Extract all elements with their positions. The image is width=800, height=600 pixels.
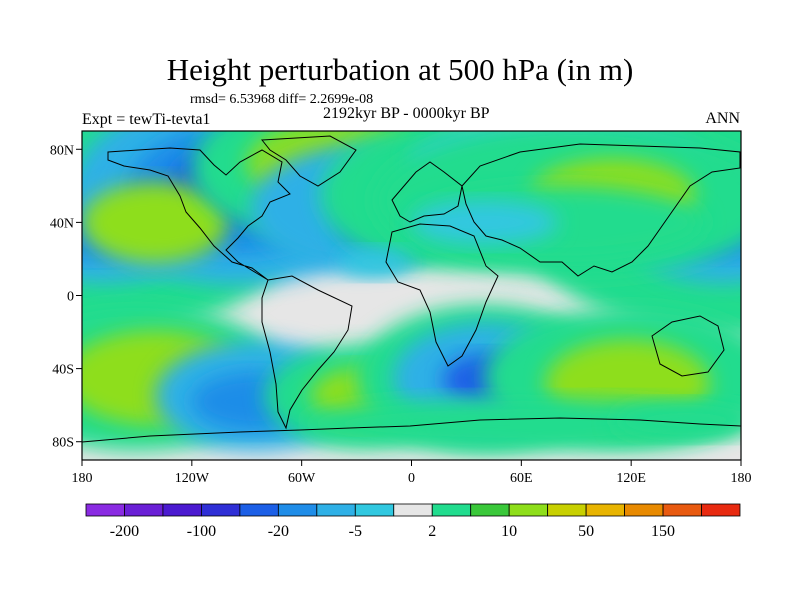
colorbar-swatch: [124, 503, 164, 517]
y-tick-label: 80N: [50, 143, 74, 158]
colorbar-swatch: [277, 503, 318, 517]
colorbar-swatch: [162, 503, 202, 517]
x-tick-label: 120E: [616, 471, 646, 486]
colorbar-label: -100: [187, 523, 216, 540]
y-tick-label: 40N: [50, 216, 74, 231]
coastlines: [82, 135, 741, 443]
x-tick-label: 180: [731, 471, 752, 486]
colorbar-label: 150: [651, 523, 675, 540]
colorbar-label: -200: [110, 523, 139, 540]
coastline-north-america: [107, 147, 291, 281]
colorbar-label: -5: [349, 523, 362, 540]
x-tick-label: 120W: [175, 471, 210, 486]
coastline-asia: [461, 143, 741, 277]
x-tick-label: 60W: [288, 471, 316, 486]
colorbar-swatch: [470, 503, 510, 517]
colorbar-label: 10: [501, 523, 517, 540]
coastline-australia: [651, 315, 725, 377]
experiment-label: Expt = tewTi-tevta1: [82, 111, 211, 128]
y-tick-label: 80S: [52, 436, 74, 451]
field-patch: [338, 247, 412, 278]
x-tick-label: 60E: [510, 471, 533, 486]
field-patch: [82, 182, 229, 263]
colorbar-swatch: [431, 503, 472, 517]
coastline-greenland: [261, 135, 357, 187]
colorbar-swatch: [316, 503, 356, 517]
colorbar-swatch: [508, 503, 549, 517]
colorbar-swatch: [701, 503, 741, 517]
colorbar-swatch: [201, 503, 241, 517]
x-tick-label: 180: [72, 471, 93, 486]
height-field: [82, 131, 741, 451]
colorbar-swatch: [85, 503, 125, 517]
colorbar-label: -20: [268, 523, 289, 540]
colorbar-swatch: [585, 503, 625, 517]
coastline-africa: [385, 223, 499, 367]
colorbar-swatch: [354, 503, 395, 517]
field-patch: [411, 200, 558, 245]
axis-ticks: 180 120W 60W 0 60E 120E 180 80N 40N 0 40S 80S: [50, 143, 752, 486]
colorbar-label: 50: [578, 523, 594, 540]
colorbar-swatch: [624, 503, 664, 517]
field-patch: [612, 401, 741, 439]
colorbar: -200 -100 -20 -5 2 10 50 150: [85, 503, 741, 540]
chart-title: Height perturbation at 500 hPa (in m): [166, 52, 634, 87]
y-tick-label: 40S: [52, 363, 74, 378]
colorbar-swatch: [662, 503, 702, 517]
coastline-europe: [391, 161, 463, 223]
coastline-antarctica: [82, 417, 741, 443]
rmsd-stats: rmsd= 6.53968 diff= 2.2699e-08: [190, 92, 374, 107]
colorbar-swatch: [547, 503, 587, 517]
colorbar-swatch: [239, 503, 279, 517]
x-tick-label: 0: [408, 471, 415, 486]
season-label: ANN: [705, 110, 740, 127]
colorbar-swatch: [393, 503, 433, 517]
period-label: 2192kyr BP - 0000kyr BP: [323, 105, 490, 122]
y-tick-label: 0: [67, 290, 74, 305]
colorbar-label: 2: [428, 523, 436, 540]
coastline-south-america: [261, 275, 353, 430]
